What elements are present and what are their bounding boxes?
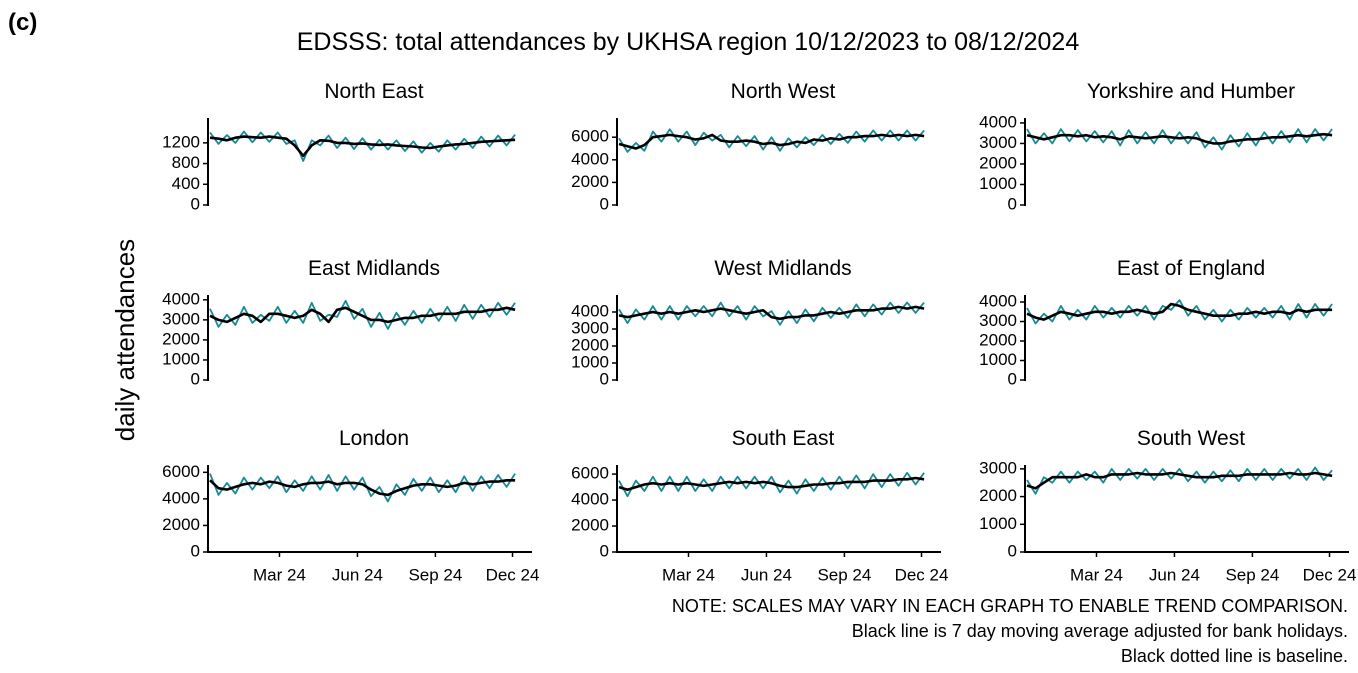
x-tick-label: Sep 24	[817, 565, 871, 584]
panel-title: West Midlands	[714, 257, 851, 280]
x-tick-label: Mar 24	[253, 565, 306, 584]
panel-title: South East	[732, 427, 835, 450]
daily-line	[1026, 466, 1333, 495]
moving-average-line	[618, 133, 925, 150]
y-tick-label: 0	[1008, 194, 1017, 213]
note: Black dotted line is baseline.	[1121, 646, 1348, 666]
panel-label: (c)	[8, 9, 37, 36]
daily-line	[209, 299, 516, 330]
x-tick-label: Jun 24	[332, 565, 383, 584]
panel-title: Yorkshire and Humber	[1087, 80, 1295, 103]
y-tick-label: 6000	[571, 127, 609, 146]
moving-average-line	[1026, 302, 1333, 321]
y-tick-label: 2000	[979, 153, 1017, 172]
moving-average-line	[209, 479, 516, 497]
daily-line	[618, 301, 925, 326]
y-tick-label: 0	[191, 194, 200, 213]
x-tick-label: Mar 24	[1070, 565, 1123, 584]
moving-average-line	[209, 135, 516, 158]
chart-title: EDSSS: total attendances by UKHSA region…	[297, 28, 1080, 56]
x-tick-label: Dec 24	[895, 565, 949, 584]
x-tick-label: Jun 24	[741, 565, 792, 584]
y-tick-label: 1000	[162, 349, 200, 368]
y-tick-label: 0	[191, 541, 200, 560]
x-tick-label: Dec 24	[1303, 565, 1357, 584]
y-tick-label: 2000	[979, 330, 1017, 349]
x-tick-label: Dec 24	[486, 565, 540, 584]
daily-line	[618, 128, 925, 153]
y-tick-label: 3000	[979, 311, 1017, 330]
y-tick-label: 4000	[162, 289, 200, 308]
y-tick-label: 2000	[979, 486, 1017, 505]
y-tick-label: 2000	[571, 335, 609, 354]
y-tick-label: 0	[600, 541, 609, 560]
panel-title: North West	[731, 80, 836, 103]
daily-line	[1026, 128, 1333, 151]
daily-line	[1026, 299, 1333, 325]
y-tick-label: 3000	[979, 458, 1017, 477]
moving-average-line	[1026, 132, 1333, 145]
y-tick-label: 3000	[571, 318, 609, 337]
panel-title: North East	[324, 80, 423, 103]
y-tick-label: 0	[191, 369, 200, 388]
note: NOTE: SCALES MAY VARY IN EACH GRAPH TO E…	[672, 596, 1348, 616]
y-tick-label: 0	[1008, 369, 1017, 388]
x-tick-label: Mar 24	[662, 565, 715, 584]
panel-title: South West	[1137, 427, 1245, 450]
y-tick-label: 1200	[162, 132, 200, 151]
x-tick-label: Sep 24	[408, 565, 462, 584]
y-tick-label: 3000	[979, 133, 1017, 152]
panel-title: East of England	[1117, 257, 1265, 280]
y-tick-label: 0	[1008, 541, 1017, 560]
panel-title: London	[339, 427, 409, 450]
note: Black line is 7 day moving average adjus…	[852, 621, 1348, 641]
y-tick-label: 4000	[571, 490, 609, 509]
moving-average-line	[618, 305, 925, 321]
y-tick-label: 2000	[571, 172, 609, 191]
moving-average-line	[209, 306, 516, 324]
y-tick-label: 4000	[571, 301, 609, 320]
x-tick-label: Sep 24	[1225, 565, 1279, 584]
y-tick-label: 2000	[162, 329, 200, 348]
panel-title: East Midlands	[308, 257, 440, 280]
y-tick-label: 400	[172, 174, 200, 193]
y-tick-label: 1000	[979, 174, 1017, 193]
moving-average-line	[1026, 471, 1333, 490]
y-tick-label: 6000	[162, 462, 200, 481]
y-tick-label: 3000	[162, 309, 200, 328]
y-tick-label: 4000	[571, 149, 609, 168]
y-tick-label: 800	[172, 153, 200, 172]
y-tick-label: 1000	[979, 514, 1017, 533]
y-tick-label: 4000	[162, 488, 200, 507]
x-tick-label: Jun 24	[1149, 565, 1200, 584]
y-tick-label: 4000	[979, 292, 1017, 311]
daily-line	[209, 473, 516, 503]
y-tick-label: 2000	[571, 516, 609, 535]
y-tick-label: 1000	[571, 352, 609, 371]
moving-average-line	[618, 476, 925, 491]
y-tick-label: 0	[600, 194, 609, 213]
y-axis-label: daily attendances	[110, 239, 140, 441]
y-tick-label: 2000	[162, 515, 200, 534]
y-tick-label: 4000	[979, 112, 1017, 131]
y-tick-label: 1000	[979, 350, 1017, 369]
daily-line	[209, 130, 516, 162]
daily-line	[618, 471, 925, 498]
y-tick-label: 6000	[571, 464, 609, 483]
y-tick-label: 0	[600, 369, 609, 388]
